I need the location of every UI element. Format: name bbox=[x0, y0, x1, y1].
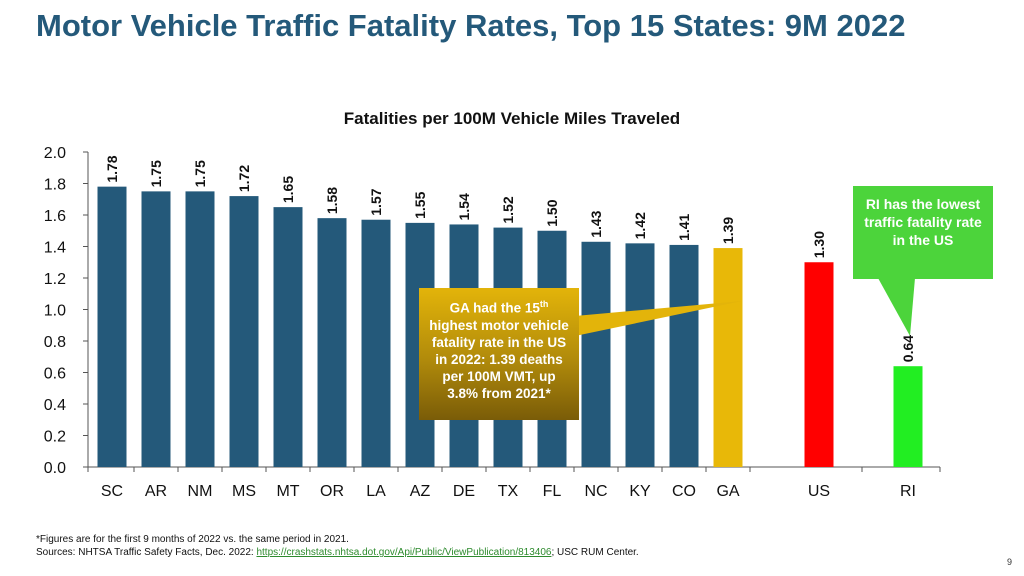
category-label-ar: AR bbox=[145, 483, 167, 500]
category-label-az: AZ bbox=[410, 483, 431, 500]
data-label-nm: 1.75 bbox=[192, 160, 208, 187]
footnote-sources: Sources: NHTSA Traffic Safety Facts, Dec… bbox=[36, 546, 639, 559]
data-label-ky: 1.42 bbox=[632, 212, 648, 239]
y-tick-label: 0.0 bbox=[44, 460, 66, 477]
ga-callout: GA had the 15th highest motor vehicle fa… bbox=[419, 288, 579, 420]
bar-or bbox=[317, 218, 347, 467]
y-tick-label: 1.2 bbox=[44, 271, 66, 288]
category-label-co: CO bbox=[672, 483, 696, 500]
data-label-or: 1.58 bbox=[324, 187, 340, 214]
y-tick-label: 1.8 bbox=[44, 177, 66, 194]
sources-prefix: Sources: NHTSA Traffic Safety Facts, Dec… bbox=[36, 547, 257, 558]
page-title: Motor Vehicle Traffic Fatality Rates, To… bbox=[36, 8, 906, 43]
data-label-mt: 1.65 bbox=[280, 176, 296, 203]
category-label-la: LA bbox=[366, 483, 386, 500]
category-label-ga: GA bbox=[716, 483, 739, 500]
category-label-nc: NC bbox=[584, 483, 607, 500]
ga-callout-sup: th bbox=[539, 299, 549, 309]
footnote-line1: *Figures are for the first 9 months of 2… bbox=[36, 534, 349, 545]
category-label-or: OR bbox=[320, 483, 344, 500]
ga-callout-line1: GA had the 15 bbox=[449, 300, 540, 316]
category-label-ms: MS bbox=[232, 483, 256, 500]
y-tick-label: 1.4 bbox=[44, 240, 66, 257]
data-label-az: 1.55 bbox=[412, 191, 428, 218]
bar-nm bbox=[185, 191, 215, 467]
data-label-ar: 1.75 bbox=[148, 160, 164, 187]
bar-ky bbox=[625, 243, 655, 467]
bar-mt bbox=[273, 207, 303, 467]
data-label-fl: 1.50 bbox=[544, 199, 560, 226]
data-label-tx: 1.52 bbox=[500, 196, 516, 223]
y-tick-label: 0.4 bbox=[44, 397, 66, 414]
category-label-sc: SC bbox=[101, 483, 123, 500]
chart-title: Fatalities per 100M Vehicle Miles Travel… bbox=[343, 109, 681, 128]
data-label-sc: 1.78 bbox=[104, 155, 120, 182]
footnote: *Figures are for the first 9 months of 2… bbox=[36, 533, 639, 559]
category-label-mt: MT bbox=[276, 483, 299, 500]
data-label-ri: 0.64 bbox=[900, 335, 916, 362]
category-label-nm: NM bbox=[188, 483, 213, 500]
source-link[interactable]: https://crashstats.nhtsa.dot.gov/Api/Pub… bbox=[256, 547, 552, 558]
page-number: 9 bbox=[1006, 557, 1012, 567]
category-label-fl: FL bbox=[543, 483, 562, 500]
data-label-ms: 1.72 bbox=[236, 165, 252, 192]
data-label-co: 1.41 bbox=[676, 213, 692, 240]
data-label-ga: 1.39 bbox=[720, 217, 736, 244]
bar-ri bbox=[893, 366, 923, 467]
ga-callout-line2: highest motor vehicle fatality rate in t… bbox=[429, 317, 569, 401]
bar-ms bbox=[229, 196, 259, 467]
y-tick-label: 0.6 bbox=[44, 366, 66, 383]
bar-us bbox=[804, 262, 834, 467]
category-label-ky: KY bbox=[629, 483, 651, 500]
bar-ga bbox=[713, 248, 743, 467]
category-label-de: DE bbox=[453, 483, 475, 500]
y-tick-label: 0.8 bbox=[44, 334, 66, 351]
y-tick-label: 1.6 bbox=[44, 208, 66, 225]
bar-ar bbox=[141, 191, 171, 467]
bar-nc bbox=[581, 241, 611, 467]
sources-suffix: ; USC RUM Center. bbox=[551, 547, 639, 558]
y-tick-label: 1.0 bbox=[44, 303, 66, 320]
bar-la bbox=[361, 219, 391, 467]
bar-co bbox=[669, 244, 699, 467]
data-label-de: 1.54 bbox=[456, 193, 472, 220]
category-label-us: US bbox=[808, 483, 830, 500]
ri-callout: RI has the lowest traffic fatality rate … bbox=[853, 186, 993, 279]
ga-callout-pointer bbox=[575, 301, 742, 336]
category-label-ri: RI bbox=[900, 483, 916, 500]
bar-sc bbox=[97, 186, 127, 467]
data-label-nc: 1.43 bbox=[588, 210, 604, 237]
y-tick-label: 2.0 bbox=[44, 145, 66, 162]
y-tick-label: 0.2 bbox=[44, 429, 66, 446]
data-label-us: 1.30 bbox=[811, 231, 827, 258]
data-label-la: 1.57 bbox=[368, 188, 384, 215]
category-label-tx: TX bbox=[498, 483, 519, 500]
ri-callout-pointer bbox=[878, 278, 915, 336]
